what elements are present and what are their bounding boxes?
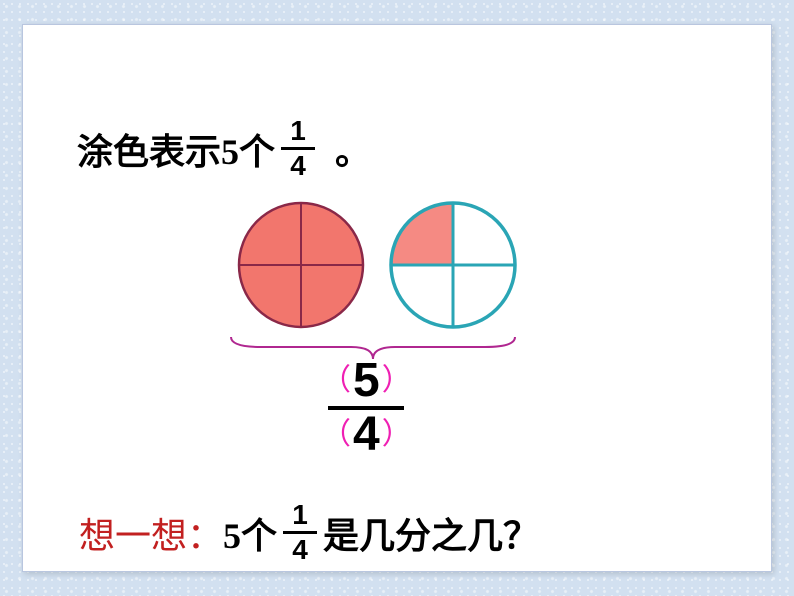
numerator-b: 1	[292, 501, 308, 529]
fraction-1-4-b: 1 4	[283, 501, 317, 564]
denominator-b: 4	[292, 536, 308, 564]
result-numerator: 5	[351, 357, 382, 405]
fraction-1-4: 1 4	[281, 117, 315, 180]
numerator: 1	[290, 117, 306, 145]
paren-close-top: ）	[382, 366, 412, 396]
circles-diagram	[221, 197, 525, 333]
prompt-line: 涂色表示5个 1 4 。	[77, 117, 371, 180]
think-line: 想一想： 5个 1 4 是几分之几？	[79, 501, 539, 564]
prompt-after: 。	[335, 123, 371, 175]
result-fraction: （ 5 ） （ 4 ）	[321, 357, 412, 459]
paren-close-bot: ）	[382, 420, 412, 450]
result-denominator: 4	[351, 411, 382, 459]
think-label: 想一想：	[79, 507, 223, 559]
paren-open-top: （	[321, 366, 351, 396]
slide-frame: 涂色表示5个 1 4 。 （	[0, 0, 794, 596]
page: 涂色表示5个 1 4 。 （	[22, 24, 772, 572]
result-numerator-row: （ 5 ）	[321, 357, 412, 405]
denominator: 4	[290, 152, 306, 180]
paren-open-bot: （	[321, 420, 351, 450]
think-after: 是几分之几？	[323, 507, 539, 559]
prompt-before: 涂色表示5个	[77, 123, 275, 175]
result-denominator-row: （ 4 ）	[321, 411, 412, 459]
think-before: 5个	[223, 507, 277, 559]
